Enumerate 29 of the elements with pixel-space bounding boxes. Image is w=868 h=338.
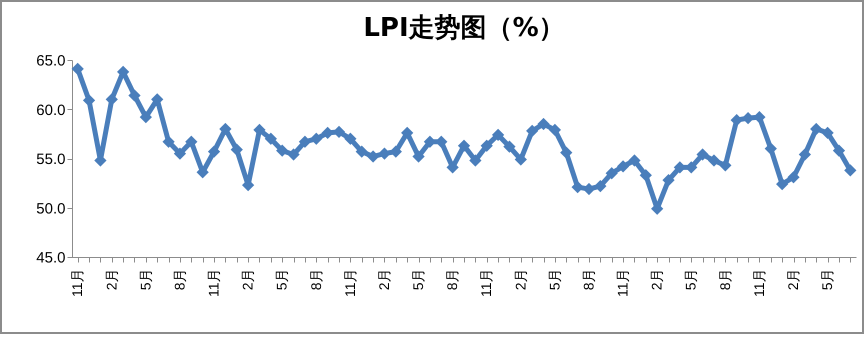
x-tick-label: 8月: [716, 268, 733, 290]
x-tick-label: 11月: [478, 268, 494, 298]
x-tick-label: 5月: [546, 268, 562, 290]
x-tick-label: 5月: [682, 268, 699, 290]
y-tick-label: 50.0: [36, 200, 66, 218]
chart-title: LPI走势图（%）: [363, 13, 565, 43]
x-tick-label: 5月: [819, 268, 836, 290]
x-tick-label: 5月: [410, 268, 426, 290]
x-tick-label: 11月: [206, 268, 222, 298]
x-tick-label: 11月: [69, 268, 86, 298]
x-tick-label: 2月: [103, 268, 120, 290]
y-tick-label: 45.0: [36, 250, 66, 266]
y-tick-label: 60.0: [36, 102, 66, 119]
x-tick-label: 2月: [648, 268, 665, 290]
x-tick-label: 11月: [750, 268, 767, 298]
x-tick-label: 8月: [308, 268, 324, 290]
x-tick-label: 8月: [580, 268, 596, 290]
x-tick-label: 2月: [240, 268, 256, 290]
x-tick-label: 2月: [512, 268, 528, 290]
x-tick-label: 11月: [614, 268, 631, 298]
x-tick-label: 2月: [376, 268, 392, 290]
x-tick-label: 5月: [274, 268, 290, 290]
y-tick-label: 55.0: [36, 151, 66, 168]
x-tick-label: 2月: [785, 268, 802, 290]
x-tick-label: 8月: [171, 268, 188, 290]
x-tick-label: 8月: [444, 268, 460, 290]
x-tick-label: 5月: [137, 268, 154, 290]
x-tick-label: 11月: [342, 268, 358, 298]
y-tick-label: 65.0: [36, 52, 66, 70]
